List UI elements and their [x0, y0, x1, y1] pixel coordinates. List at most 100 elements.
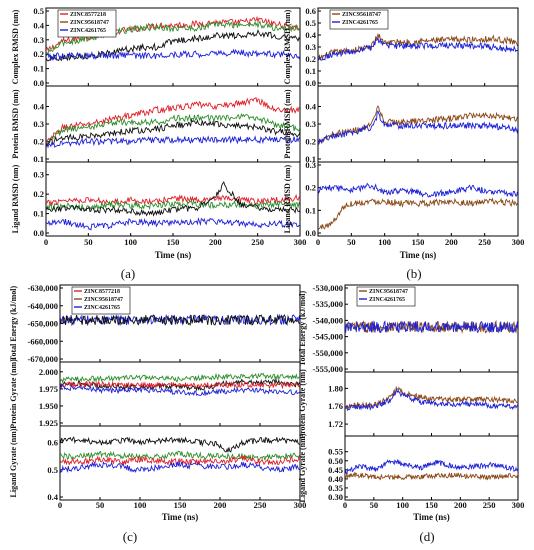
- y-tick-label: 0.1: [305, 154, 316, 164]
- legend: ZINC8577218 ZINC95618747 ZINC4261765: [57, 9, 117, 38]
- panel-b: 0.0 0.1 0.2 0.3 0.4 0.5 0.6 Complex RMSD (nm) ZI…: [283, 6, 524, 281]
- y-tick-label: 1.76: [328, 401, 343, 411]
- y-tick-label: 0.45: [328, 465, 343, 475]
- subplot-frame: [317, 85, 519, 163]
- series-line: [60, 450, 300, 463]
- subplot-frame: [59, 361, 301, 427]
- series-line: [46, 118, 300, 147]
- x-tick-label: 50: [84, 237, 93, 247]
- legend-label: ZINC4261765: [70, 28, 106, 34]
- y-tick-label: -640,000: [28, 301, 58, 311]
- panel-d: -530,000 -535,000 -540,000 -545,000 -550,000…: [298, 283, 524, 544]
- y-tick-label: 0.3: [33, 170, 44, 180]
- series-line: [46, 181, 300, 217]
- y-tick-label: 0.3: [305, 42, 316, 52]
- panel-caption: (a): [121, 266, 135, 281]
- x-tick-label: 300: [294, 500, 307, 510]
- panel-caption: (b): [406, 266, 421, 281]
- y-tick-label: 0.2: [33, 137, 44, 147]
- y-tick-label: 2.000: [39, 367, 58, 377]
- panel-c: -630,000 -640,000 -650,000 -660,000 -670,000…: [9, 283, 306, 544]
- series-line: [345, 385, 518, 410]
- x-tick-label: 100: [134, 500, 147, 510]
- y-tick-label: 0.2: [305, 183, 316, 193]
- subplot: 1.925 1.950 1.975 2.000 Protein Gyrate (nm): [9, 359, 301, 429]
- series-line: [60, 372, 300, 385]
- y-axis-label: Ligand RMSD (nm): [11, 164, 20, 233]
- y-axis-label: Complex RMSD (nm): [11, 9, 20, 84]
- subplot: 0.0 0.1 0.2 0.3 Ligand RMSD (nm): [11, 161, 301, 238]
- series-line: [318, 197, 518, 230]
- series-line: [318, 182, 518, 198]
- y-tick-label: -670,000: [28, 354, 58, 364]
- x-tick-label: 0: [58, 500, 62, 510]
- x-tick-label: 50: [347, 237, 356, 247]
- y-tick-label: 0.1: [33, 209, 44, 219]
- x-tick-label: 250: [251, 237, 264, 247]
- series-line: [60, 313, 300, 327]
- series-line: [60, 384, 300, 397]
- x-axis-label: Time (ns): [400, 250, 437, 260]
- series-line: [46, 48, 300, 62]
- y-tick-label: -660,000: [28, 336, 58, 346]
- x-tick-label: 250: [478, 237, 491, 247]
- x-tick-label: 200: [445, 237, 458, 247]
- x-tick-label: 150: [167, 237, 180, 247]
- y-tick-label: -540,000: [313, 315, 343, 325]
- y-tick-label: 0.35: [328, 483, 343, 493]
- series-line: [345, 458, 518, 475]
- y-tick-label: 0.55: [328, 447, 343, 457]
- y-tick-label: 0.0: [305, 78, 316, 88]
- series-line: [46, 135, 300, 149]
- y-axis-label: Complex RMSD (nm): [283, 9, 292, 84]
- y-tick-label: -545,000: [313, 332, 343, 342]
- y-tick-label: 0.3: [305, 119, 316, 129]
- x-tick-label: 100: [124, 237, 137, 247]
- x-tick-label: 300: [512, 500, 525, 510]
- y-axis-label: Ligand Gyrate (nm): [9, 428, 18, 497]
- y-tick-label: 0.6: [47, 438, 58, 448]
- x-tick-label: 250: [254, 500, 267, 510]
- y-tick-label: 0.2: [33, 49, 44, 59]
- series-line: [318, 37, 518, 61]
- x-tick-label: 300: [294, 237, 307, 247]
- x-tick-label: 100: [378, 237, 391, 247]
- legend-box: [356, 286, 416, 307]
- legend-label: ZINC8577218: [70, 12, 106, 18]
- y-tick-label: 0.0: [33, 78, 44, 88]
- x-axis-label: Time (ns): [155, 250, 192, 260]
- y-tick-label: 0.1: [33, 154, 44, 164]
- y-tick-label: 0.40: [328, 474, 343, 484]
- panel-a: 0.0 0.1 0.2 0.3 0.4 0.5 Complex RMSD (nm) ZINC8…: [11, 6, 306, 281]
- subplot-frame: [317, 161, 519, 237]
- subplot: -630,000 -640,000 -650,000 -660,000 -670,000…: [9, 283, 301, 364]
- subplot: 0.0 0.1 0.2 0.3 Ligand RMSD (nm): [283, 160, 519, 238]
- y-tick-label: 0.4: [33, 102, 44, 112]
- series-line: [46, 216, 300, 231]
- y-tick-label: 0.5: [47, 465, 58, 475]
- x-tick-label: 150: [425, 500, 438, 510]
- subplot: 0.300.350.400.450.500.55 Ligand Gyrate (n…: [298, 433, 519, 502]
- y-tick-label: 0.1: [305, 205, 316, 215]
- y-tick-label: 0.3: [33, 35, 44, 45]
- subplot: 0.1 0.2 0.3 0.4 Protein RMSD (nm): [11, 85, 301, 164]
- x-tick-label: 50: [370, 500, 379, 510]
- series-line: [46, 15, 300, 52]
- y-tick-label: 0.1: [33, 64, 44, 74]
- legend-label: ZINC95618747: [70, 20, 109, 26]
- series-line: [60, 436, 300, 453]
- subplot-frame: [59, 425, 301, 501]
- series-line: [60, 461, 300, 473]
- series-line: [46, 193, 300, 207]
- legend-box: [329, 9, 389, 30]
- x-axis-label: Time (ns): [413, 512, 450, 522]
- y-axis-label: Protein Gyrate (nm): [9, 359, 18, 429]
- series-line: [318, 109, 518, 145]
- subplot: 0.0 0.1 0.2 0.3 0.4 0.5 Complex RMSD (nm) ZINC8…: [11, 6, 301, 88]
- y-axis-label: Protein RMSD (nm): [11, 89, 20, 159]
- x-tick-label: 0: [343, 500, 347, 510]
- y-tick-label: 0.3: [33, 119, 44, 129]
- y-tick-label: 1.950: [39, 401, 58, 411]
- y-tick-label: 0.1: [305, 66, 316, 76]
- subplot: 0.4 0.5 0.6 Ligand Gyrate (nm): [9, 425, 301, 502]
